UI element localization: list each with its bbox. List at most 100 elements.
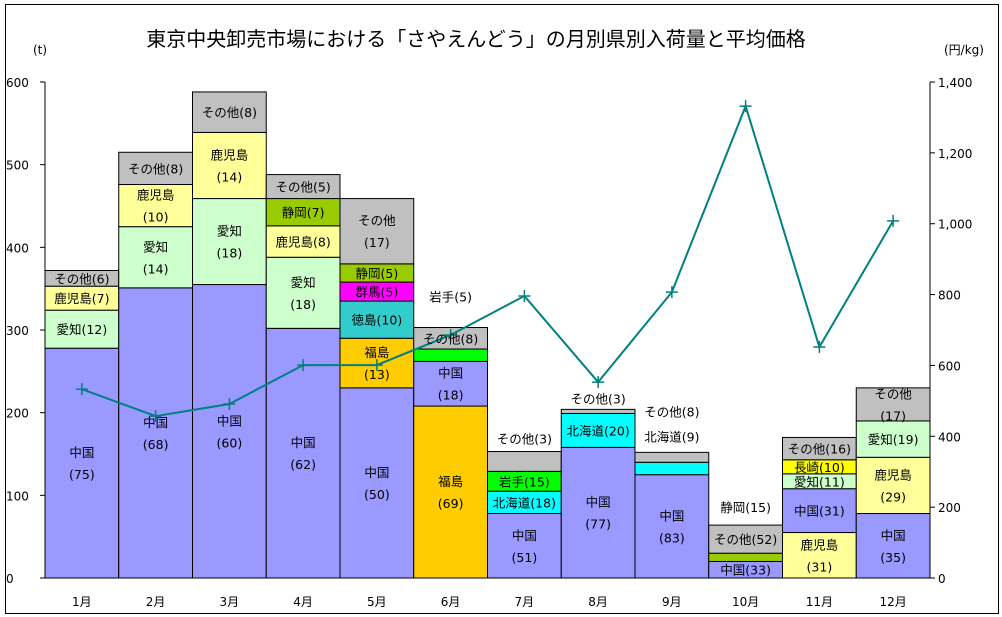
bar-segment-9-中国 xyxy=(634,474,710,579)
segment-label: 中国 xyxy=(659,508,684,523)
segment-label: 中国 xyxy=(438,366,463,381)
left-axis-unit: (t) xyxy=(33,43,47,57)
segment-label: その他(6) xyxy=(54,271,109,286)
x-tick-label: 9月 xyxy=(662,595,682,609)
segment-label: その他 xyxy=(874,386,912,401)
segment-label: 鹿児島 xyxy=(801,537,839,552)
x-tick-label: 6月 xyxy=(441,595,461,609)
price-line xyxy=(81,103,894,418)
bar-segment-5-中国 xyxy=(339,387,415,579)
segment-label: (51) xyxy=(512,550,538,565)
right-tick-label: 0 xyxy=(938,572,946,586)
segment-label: 福島 xyxy=(364,345,389,360)
segment-label: (60) xyxy=(217,435,243,450)
segment-label: (75) xyxy=(69,467,95,482)
bar-segment-6-岩手 xyxy=(413,348,488,362)
segment-label: 中国(31) xyxy=(794,504,845,519)
segment-label: (68) xyxy=(143,437,169,452)
segment-label: 中国 xyxy=(143,415,168,430)
segment-label: その他(8) xyxy=(128,161,183,176)
chart-frame xyxy=(5,4,999,614)
segment-label: 北海道(18) xyxy=(493,495,556,510)
segment-label: 中国 xyxy=(512,528,537,543)
segment-label: (17) xyxy=(364,235,390,250)
x-tick-label: 10月 xyxy=(732,595,759,609)
segment-label: (14) xyxy=(143,261,169,276)
outside-segment-label: 岩手(5) xyxy=(429,290,472,305)
bar-segment-11-鹿児島 xyxy=(782,532,857,579)
bar-segment-10-その他 xyxy=(708,524,783,554)
segment-label: その他(5) xyxy=(276,180,331,195)
bar-segment-2-中国 xyxy=(118,287,193,579)
segment-label: 静岡(5) xyxy=(356,266,399,281)
segment-label: 愛知 xyxy=(143,239,168,254)
segment-label: (83) xyxy=(659,530,685,545)
price-point xyxy=(149,410,162,423)
segment-label: その他(52) xyxy=(714,532,777,547)
bar-segment-3-鹿児島 xyxy=(192,131,267,200)
segment-label: (35) xyxy=(880,550,906,565)
bar-segment-4-愛知 xyxy=(265,256,341,329)
price-point xyxy=(297,359,310,372)
left-tick-label: 600 xyxy=(6,76,29,90)
x-tick-label: 1月 xyxy=(72,595,92,609)
bar-segment-7-その他 xyxy=(487,451,562,472)
bar-segment-9-その他 xyxy=(634,451,710,463)
left-tick-label: 0 xyxy=(6,572,14,586)
segment-label: 岩手(15) xyxy=(499,474,550,489)
bar-segment-2-愛知 xyxy=(118,226,193,289)
bar-segment-6-中国 xyxy=(413,360,488,407)
segment-label: 中国 xyxy=(291,435,316,450)
bars-layer xyxy=(44,91,931,579)
right-tick-label: 200 xyxy=(938,501,961,515)
left-tick-label: 300 xyxy=(6,324,29,338)
labels-layer: 中国(75)愛知(12)鹿児島(7)その他(6)中国(68)愛知(14)鹿児島(… xyxy=(54,105,918,578)
segment-label: 北海道(20) xyxy=(567,423,630,438)
bar-segment-7-中国 xyxy=(487,513,562,579)
price-point xyxy=(370,359,383,372)
axes-layer: 0 100 200 300 400 500 600 0 200 400 600 800 1,000 1,2… xyxy=(6,76,972,609)
outside-segment-label: 北海道(9) xyxy=(644,429,699,444)
segment-label: (69) xyxy=(438,496,464,511)
price-point xyxy=(223,398,236,411)
chart-title: 東京中央卸売市場における「さやえんどう」の月別県別入荷量と平均価格 xyxy=(146,27,805,51)
price-point xyxy=(813,341,826,354)
segment-label: (29) xyxy=(880,489,906,504)
x-tick-label: 4月 xyxy=(293,595,313,609)
outside-segment-label: その他(3) xyxy=(571,391,626,406)
bar-segment-6-福島 xyxy=(413,405,488,579)
segment-label: 愛知(19) xyxy=(868,432,919,447)
segment-label: その他(8) xyxy=(423,331,478,346)
segment-label: 愛知(12) xyxy=(57,322,108,337)
segment-label: その他(8) xyxy=(202,105,257,120)
price-line-layer xyxy=(75,100,900,423)
segment-label: (18) xyxy=(217,246,243,261)
left-tick-label: 400 xyxy=(6,241,29,255)
segment-label: 徳島(10) xyxy=(352,313,403,328)
bar-segment-12-中国 xyxy=(855,513,931,579)
x-tick-label: 5月 xyxy=(367,595,387,609)
outside-segment-label: 静岡(15) xyxy=(720,500,771,515)
bar-segment-8-北海道 xyxy=(560,412,636,448)
x-tick-label: 11月 xyxy=(806,595,833,609)
segment-label: 長崎(10) xyxy=(794,460,845,475)
segment-label: 中国 xyxy=(217,413,242,428)
left-tick-label: 200 xyxy=(6,407,29,421)
segment-label: 愛知 xyxy=(217,224,242,239)
right-tick-label: 1,400 xyxy=(938,76,972,90)
segment-label: 鹿児島 xyxy=(211,147,249,162)
segment-label: 中国(33) xyxy=(720,563,771,578)
bar-segment-12-鹿児島 xyxy=(855,456,931,515)
bar-segment-4-その他 xyxy=(265,174,341,200)
segment-label: 鹿児島(8) xyxy=(276,235,331,250)
bar-segment-10-静岡 xyxy=(708,552,783,562)
x-tick-label: 7月 xyxy=(515,595,535,609)
right-tick-label: 800 xyxy=(938,289,961,303)
segment-label: 中国 xyxy=(586,495,611,510)
left-tick-label: 500 xyxy=(6,159,29,173)
segment-label: (14) xyxy=(217,169,243,184)
segment-label: 鹿児島 xyxy=(874,467,912,482)
bar-segment-5-その他 xyxy=(339,198,415,265)
price-point xyxy=(887,214,900,227)
